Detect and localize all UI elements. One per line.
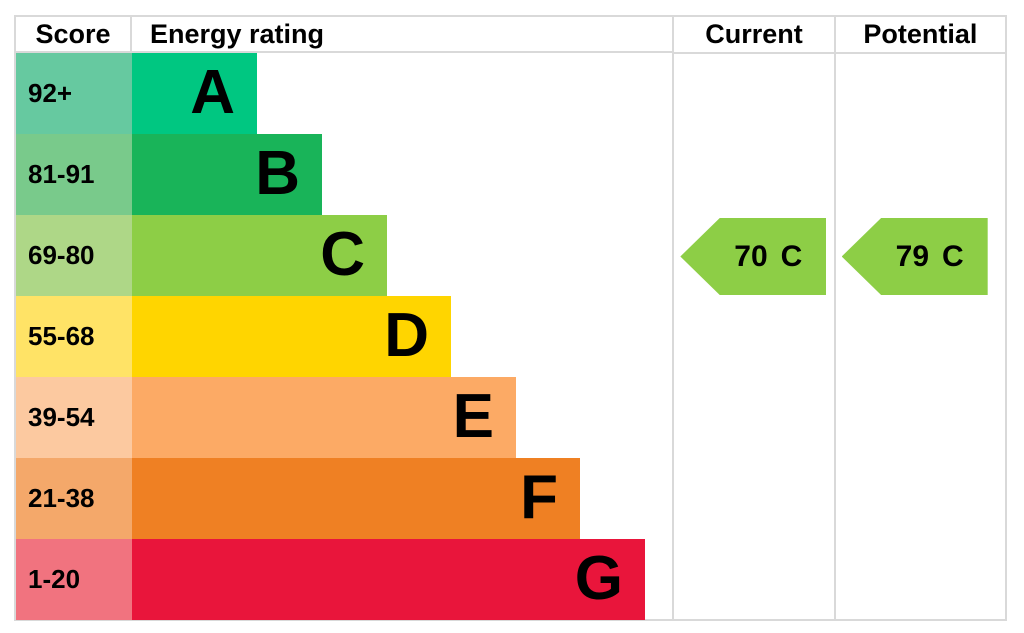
rating-section: Score Energy rating 92+ A 81-91 B 69-80 … xyxy=(16,17,673,620)
potential-column-header: Potential xyxy=(835,17,1005,54)
potential-rating-letter: C xyxy=(942,239,964,273)
band-row-d: 55-68 D xyxy=(16,296,672,377)
potential-column: Potential 79 C xyxy=(833,17,1005,619)
epc-table: Score Energy rating 92+ A 81-91 B 69-80 … xyxy=(14,15,1007,621)
band-bar-c: C xyxy=(132,215,387,296)
score-cell: 92+ xyxy=(16,53,132,134)
energy-rating-column-header: Energy rating xyxy=(150,19,325,49)
score-cell: 55-68 xyxy=(16,296,132,377)
band-row-f: 21-38 F xyxy=(16,458,672,539)
band-bar-e: E xyxy=(132,377,516,458)
score-cell: 1-20 xyxy=(16,539,132,620)
current-value: 70 xyxy=(734,239,768,273)
current-arrow: 70 C xyxy=(680,218,827,295)
current-rating-letter: C xyxy=(780,239,803,273)
potential-value: 79 xyxy=(895,239,930,273)
band-row-e: 39-54 E xyxy=(16,377,672,458)
band-row-c: 69-80 C xyxy=(16,215,672,296)
score-cell: 69-80 xyxy=(16,215,132,296)
band-bar-a: A xyxy=(132,53,257,134)
band-row-g: 1-20 G xyxy=(16,539,672,620)
score-cell: 39-54 xyxy=(16,377,132,458)
table-header-row: Score Energy rating xyxy=(16,17,673,53)
band-bar-f: F xyxy=(132,458,580,539)
score-cell: 21-38 xyxy=(16,458,132,539)
score-cell: 81-91 xyxy=(16,134,132,215)
current-column-header: Current xyxy=(674,17,834,54)
potential-arrow: 79 C xyxy=(841,218,988,295)
band-bar-g: G xyxy=(132,539,645,620)
current-column: Current 70 C xyxy=(672,17,834,619)
band-bar-b: B xyxy=(132,134,322,215)
score-column-header: Score xyxy=(16,17,132,51)
band-row-b: 81-91 B xyxy=(16,134,672,215)
band-bar-d: D xyxy=(132,296,451,377)
band-row-a: 92+ A xyxy=(16,53,672,134)
